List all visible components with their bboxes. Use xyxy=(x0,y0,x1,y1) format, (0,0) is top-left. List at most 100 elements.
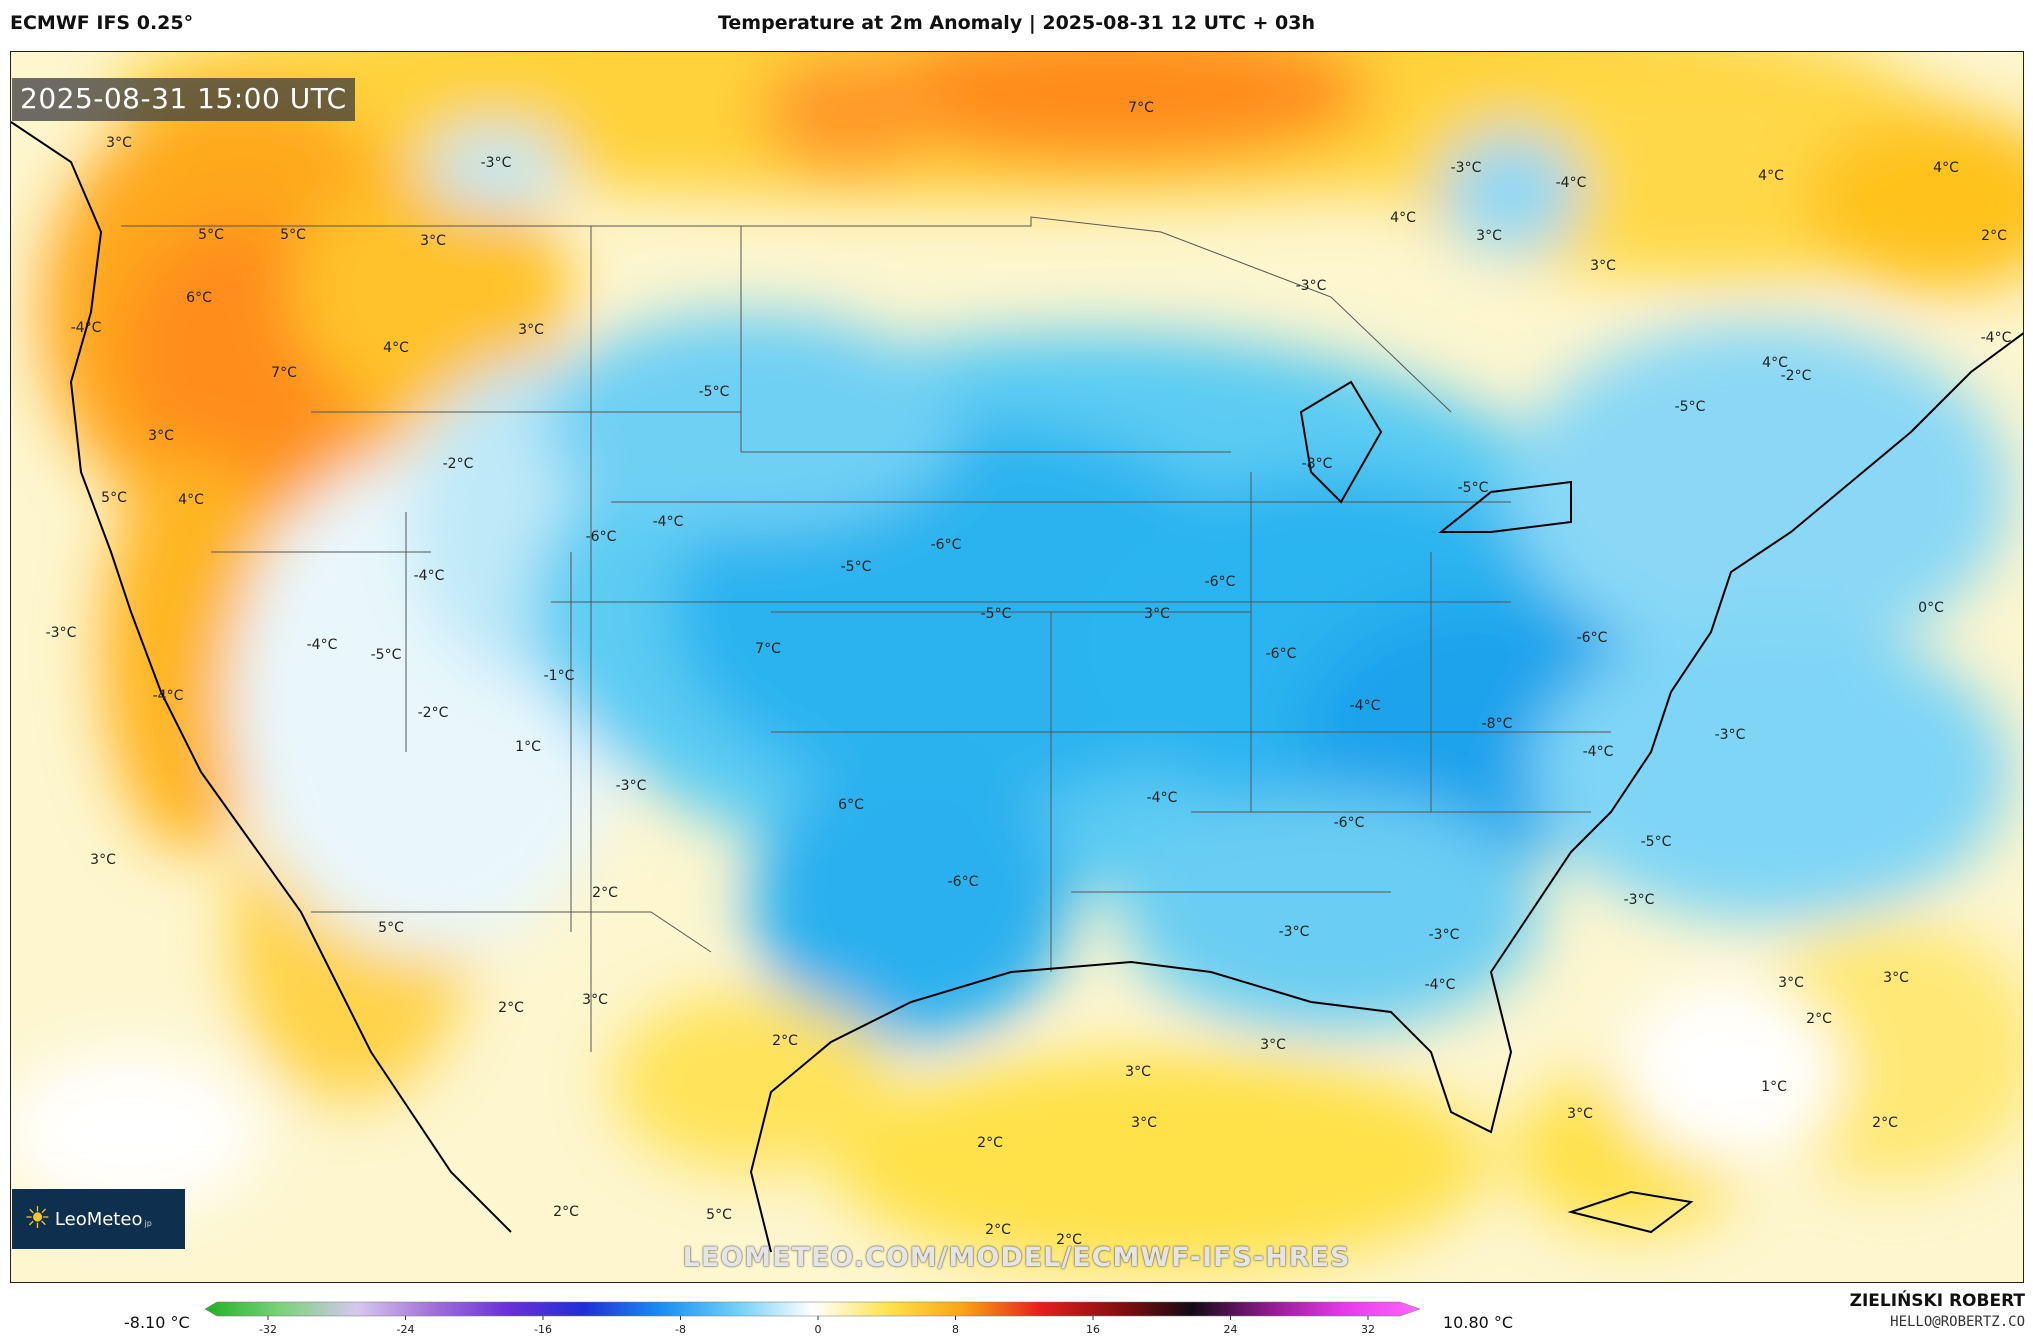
temperature-label: -6°C xyxy=(931,537,962,553)
colorbar-tick-label: -8 xyxy=(675,1323,686,1336)
temperature-label: -6°C xyxy=(586,529,617,545)
temperature-label: -3°C xyxy=(1296,278,1327,294)
temperature-label: 4°C xyxy=(1390,210,1416,226)
temperature-label: -6°C xyxy=(948,874,979,890)
temperature-label: 2°C xyxy=(553,1204,579,1220)
temperature-label: 3°C xyxy=(582,992,608,1008)
temperature-label: -3°C xyxy=(1429,927,1460,943)
colorbar-max-label: 10.80 °C xyxy=(1443,1313,1514,1332)
temperature-label: 2°C xyxy=(1806,1011,1832,1027)
anomaly-field xyxy=(11,52,2023,1272)
temperature-label: -3°C xyxy=(1279,924,1310,940)
temperature-label: -3°C xyxy=(616,778,647,794)
temperature-label: -6°C xyxy=(1205,574,1236,590)
temperature-label: -5°C xyxy=(1675,399,1706,415)
temperature-label: -6°C xyxy=(1334,815,1365,831)
temperature-label: -8°C xyxy=(1302,456,1333,472)
temperature-label: 2°C xyxy=(1981,228,2007,244)
temperature-label: 3°C xyxy=(1131,1115,1157,1131)
temperature-label: 3°C xyxy=(518,322,544,338)
colorbar-min-label: -8.10 °C xyxy=(124,1313,190,1332)
temperature-label: 3°C xyxy=(1778,975,1804,991)
temperature-label: 3°C xyxy=(1567,1106,1593,1122)
temperature-label: 4°C xyxy=(1758,168,1784,184)
temperature-label: -4°C xyxy=(1147,790,1178,806)
colorbar-ticks: -32 -24 -16 -8 0 8 16 24 32 xyxy=(259,1316,1375,1336)
temperature-label: 3°C xyxy=(1883,970,1909,986)
temperature-label: 5°C xyxy=(101,490,127,506)
temperature-label: 2°C xyxy=(772,1033,798,1049)
temperature-label: 4°C xyxy=(178,492,204,508)
temperature-label: -2°C xyxy=(1781,368,1812,384)
temperature-label: 3°C xyxy=(1144,606,1170,622)
temperature-label: -6°C xyxy=(1577,630,1608,646)
colorbar-tick-label: 32 xyxy=(1361,1323,1375,1336)
colorbar-bar xyxy=(205,1301,1421,1317)
temperature-label: -3°C xyxy=(1451,160,1482,176)
map-canvas: 3°C -3°C 7°C -3°C -4°C 4°C 4°C 5°C 5°C 3°C 6°C 4°C 3… xyxy=(11,52,2023,1282)
temperature-label: 4°C xyxy=(1933,160,1959,176)
temperature-label: -4°C xyxy=(1981,330,2012,346)
logo-text: LeoMeteo xyxy=(54,1208,143,1230)
temperature-label: 0°C xyxy=(1918,600,1944,616)
map-title: Temperature at 2m Anomaly | 2025-08-31 1… xyxy=(717,12,1316,34)
temperature-label: 1°C xyxy=(515,739,541,755)
temperature-label: -4°C xyxy=(307,637,338,653)
temperature-label: -5°C xyxy=(841,559,872,575)
anomaly-map[interactable]: 3°C -3°C 7°C -3°C -4°C 4°C 4°C 5°C 5°C 3°C 6°C 4°C 3… xyxy=(10,51,2024,1283)
temperature-label: 6°C xyxy=(186,290,212,306)
temperature-label: -5°C xyxy=(981,606,1012,622)
author-email: HELLO@ROBERTZ.CO xyxy=(1890,1314,2025,1330)
temperature-label: -2°C xyxy=(443,456,474,472)
colorbar-tick-label: 8 xyxy=(952,1323,959,1336)
temperature-label: 4°C xyxy=(1762,355,1788,371)
temperature-label: 7°C xyxy=(271,365,297,381)
temperature-label: 2°C xyxy=(985,1222,1011,1238)
temperature-label: 2°C xyxy=(592,885,618,901)
temperature-label: 2°C xyxy=(1056,1232,1082,1248)
model-url-watermark: LEOMETEO.COM/MODEL/ECMWF-IFS-HRES xyxy=(682,1242,1351,1273)
temperature-label: -4°C xyxy=(414,568,445,584)
temperature-label: -4°C xyxy=(1556,175,1587,191)
model-name: ECMWF IFS 0.25° xyxy=(10,12,194,34)
temperature-label: -3°C xyxy=(46,625,77,641)
temperature-label: 5°C xyxy=(280,227,306,243)
temperature-label: -6°C xyxy=(1266,646,1297,662)
temperature-labels: 3°C -3°C 7°C -3°C -4°C 4°C 4°C 5°C 5°C 3°C 6°C 4°C 3… xyxy=(46,100,2012,1248)
temperature-label: -2°C xyxy=(418,705,449,721)
temperature-label: -3°C xyxy=(1715,727,1746,743)
temperature-label: -1°C xyxy=(544,668,575,684)
temperature-label: -5°C xyxy=(1458,480,1489,496)
colorbar-tick-label: -16 xyxy=(534,1323,552,1336)
temperature-label: 4°C xyxy=(383,340,409,356)
colorbar-tick-label: -32 xyxy=(259,1323,277,1336)
temperature-label: -4°C xyxy=(653,514,684,530)
colorbar: -32 -24 -16 -8 0 8 16 24 32 xyxy=(205,1301,1421,1336)
temperature-label: -5°C xyxy=(699,384,730,400)
temperature-label: 7°C xyxy=(755,641,781,657)
temperature-label: -4°C xyxy=(153,688,184,704)
temperature-label: -4°C xyxy=(1583,744,1614,760)
colorbar-tick-label: 0 xyxy=(815,1323,822,1336)
temperature-label: 6°C xyxy=(838,797,864,813)
temperature-label: 1°C xyxy=(1761,1079,1787,1095)
temperature-label: 3°C xyxy=(1260,1037,1286,1053)
temperature-label: -4°C xyxy=(1350,698,1381,714)
temperature-label: 7°C xyxy=(1128,100,1154,116)
state-borders xyxy=(121,216,1611,1052)
temperature-label: 3°C xyxy=(1590,258,1616,274)
colorbar-tick-label: 16 xyxy=(1086,1323,1100,1336)
temperature-label: 5°C xyxy=(706,1207,732,1223)
temperature-label: -5°C xyxy=(371,647,402,663)
temperature-label: 2°C xyxy=(977,1135,1003,1151)
sun-icon: ☀ xyxy=(24,1201,51,1236)
temperature-label: 3°C xyxy=(106,135,132,151)
leometeo-logo[interactable]: ☀ LeoMeteo jp xyxy=(12,1189,185,1249)
temperature-label: -3°C xyxy=(1624,892,1655,908)
temperature-label: 2°C xyxy=(1872,1115,1898,1131)
temperature-label: 3°C xyxy=(1125,1064,1151,1080)
temperature-label: 5°C xyxy=(198,227,224,243)
logo-suffix: jp xyxy=(144,1218,152,1228)
author-name: ZIELIŃSKI ROBERT xyxy=(1849,1291,2025,1311)
temperature-label: 2°C xyxy=(498,1000,524,1016)
